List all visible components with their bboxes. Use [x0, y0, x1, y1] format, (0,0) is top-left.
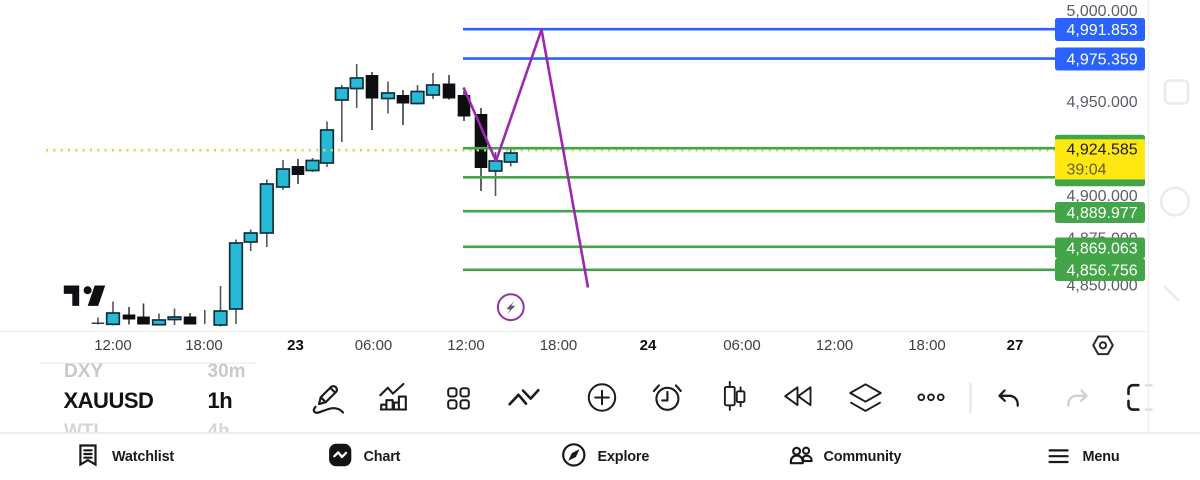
svg-text:XAUUSD: XAUUSD — [64, 388, 154, 413]
svg-text:Watchlist: Watchlist — [112, 449, 174, 465]
svg-text:06:00: 06:00 — [723, 337, 761, 354]
svg-text:4,975.359: 4,975.359 — [1067, 51, 1138, 68]
svg-text:4,889.977: 4,889.977 — [1067, 205, 1138, 222]
svg-text:4,869.063: 4,869.063 — [1067, 240, 1138, 257]
svg-text:4,856.756: 4,856.756 — [1067, 262, 1138, 279]
svg-text:Explore: Explore — [598, 449, 650, 465]
svg-text:4,850.000: 4,850.000 — [1067, 277, 1138, 294]
svg-text:1h: 1h — [208, 388, 233, 413]
svg-text:12:00: 12:00 — [94, 337, 132, 354]
svg-text:Community: Community — [824, 449, 902, 465]
svg-text:24: 24 — [640, 337, 657, 354]
svg-text:18:00: 18:00 — [185, 337, 223, 354]
svg-text:Chart: Chart — [364, 449, 401, 465]
svg-text:12:00: 12:00 — [816, 337, 854, 354]
svg-text:06:00: 06:00 — [355, 337, 393, 354]
svg-text:39:04: 39:04 — [1067, 161, 1107, 178]
svg-text:4,950.000: 4,950.000 — [1067, 94, 1138, 111]
svg-text:30m: 30m — [208, 361, 246, 382]
svg-text:27: 27 — [1007, 337, 1024, 354]
svg-text:18:00: 18:00 — [540, 337, 578, 354]
svg-text:12:00: 12:00 — [447, 337, 485, 354]
svg-text:4,991.853: 4,991.853 — [1067, 22, 1138, 39]
svg-text:DXY: DXY — [64, 361, 103, 382]
svg-text:4,924.585: 4,924.585 — [1067, 142, 1138, 159]
svg-text:Menu: Menu — [1083, 449, 1120, 465]
svg-text:4,900.000: 4,900.000 — [1067, 188, 1138, 205]
svg-text:18:00: 18:00 — [908, 337, 946, 354]
svg-text:5,000.000: 5,000.000 — [1067, 3, 1138, 20]
svg-text:23: 23 — [287, 337, 304, 354]
